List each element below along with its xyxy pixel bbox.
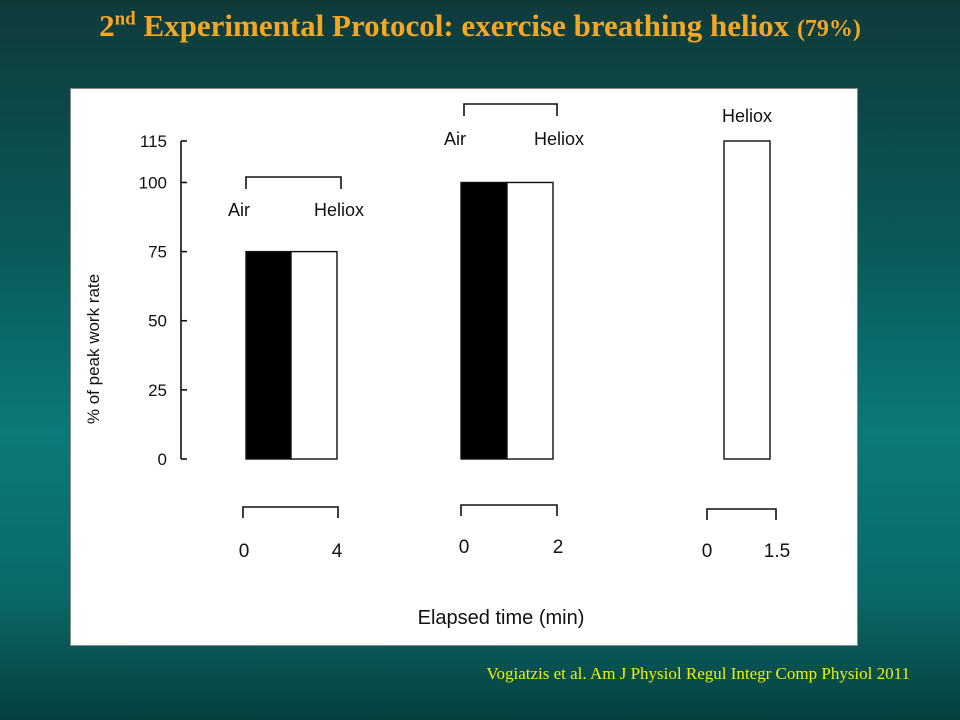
- bar-air: [245, 250, 293, 460]
- bar-group-3: Heliox 0 1.5: [702, 106, 791, 562]
- time-end-label: 1.5: [764, 541, 790, 562]
- y-tick-label: 115: [140, 132, 167, 151]
- y-tick-label: 100: [139, 173, 167, 192]
- bar-heliox: [290, 250, 338, 460]
- slide-title: 2nd Experimental Protocol: exercise brea…: [0, 8, 960, 44]
- y-tick-label: 0: [158, 450, 167, 469]
- title-suffix: (79%): [796, 16, 861, 42]
- time-bracket: [706, 508, 777, 520]
- bar-label-heliox: Heliox: [722, 106, 772, 126]
- bar-air: [460, 181, 508, 460]
- bar-heliox: [506, 181, 554, 460]
- x-axis-label: Elapsed time (min): [418, 607, 585, 629]
- bar-label-heliox: Heliox: [534, 129, 584, 149]
- bar-label-air: Air: [444, 129, 466, 149]
- bar-chart: 0 25 50 75 100 115 Air Heliox 0 4 Air Heliox 0 2 Heli…: [84, 103, 791, 629]
- bar-heliox: [723, 140, 771, 460]
- y-tick-label: 50: [148, 312, 167, 331]
- bar-label-air: Air: [228, 200, 250, 220]
- time-bracket: [242, 506, 339, 518]
- time-start-label: 0: [459, 537, 470, 558]
- title-main: Experimental Protocol: exercise breathin…: [135, 8, 797, 43]
- time-bracket: [460, 504, 558, 516]
- bar-group-1: Air Heliox 0 4: [228, 176, 364, 562]
- y-axis-label: % of peak work rate: [84, 274, 103, 424]
- y-axis: 0 25 50 75 100 115: [139, 132, 187, 469]
- time-end-label: 4: [332, 541, 343, 562]
- time-start-label: 0: [239, 541, 250, 562]
- chart-panel: 0 25 50 75 100 115 Air Heliox 0 4 Air Heliox 0 2 Heli…: [70, 88, 858, 646]
- time-end-label: 2: [553, 537, 564, 558]
- citation: Vogiatzis et al. Am J Physiol Regul Inte…: [486, 664, 910, 683]
- y-tick-label: 25: [148, 381, 167, 400]
- title-superscript: nd: [114, 8, 136, 30]
- bar-label-heliox: Heliox: [314, 200, 364, 220]
- bar-groups: Air Heliox 0 4 Air Heliox 0 2 Heliox 0 1.5: [228, 103, 791, 562]
- title-prefix: 2: [99, 8, 115, 43]
- condition-bracket: [463, 103, 558, 116]
- y-tick-label: 75: [148, 243, 167, 262]
- time-start-label: 0: [702, 541, 713, 562]
- condition-bracket: [245, 176, 342, 189]
- bar-group-2: Air Heliox 0 2: [444, 103, 584, 558]
